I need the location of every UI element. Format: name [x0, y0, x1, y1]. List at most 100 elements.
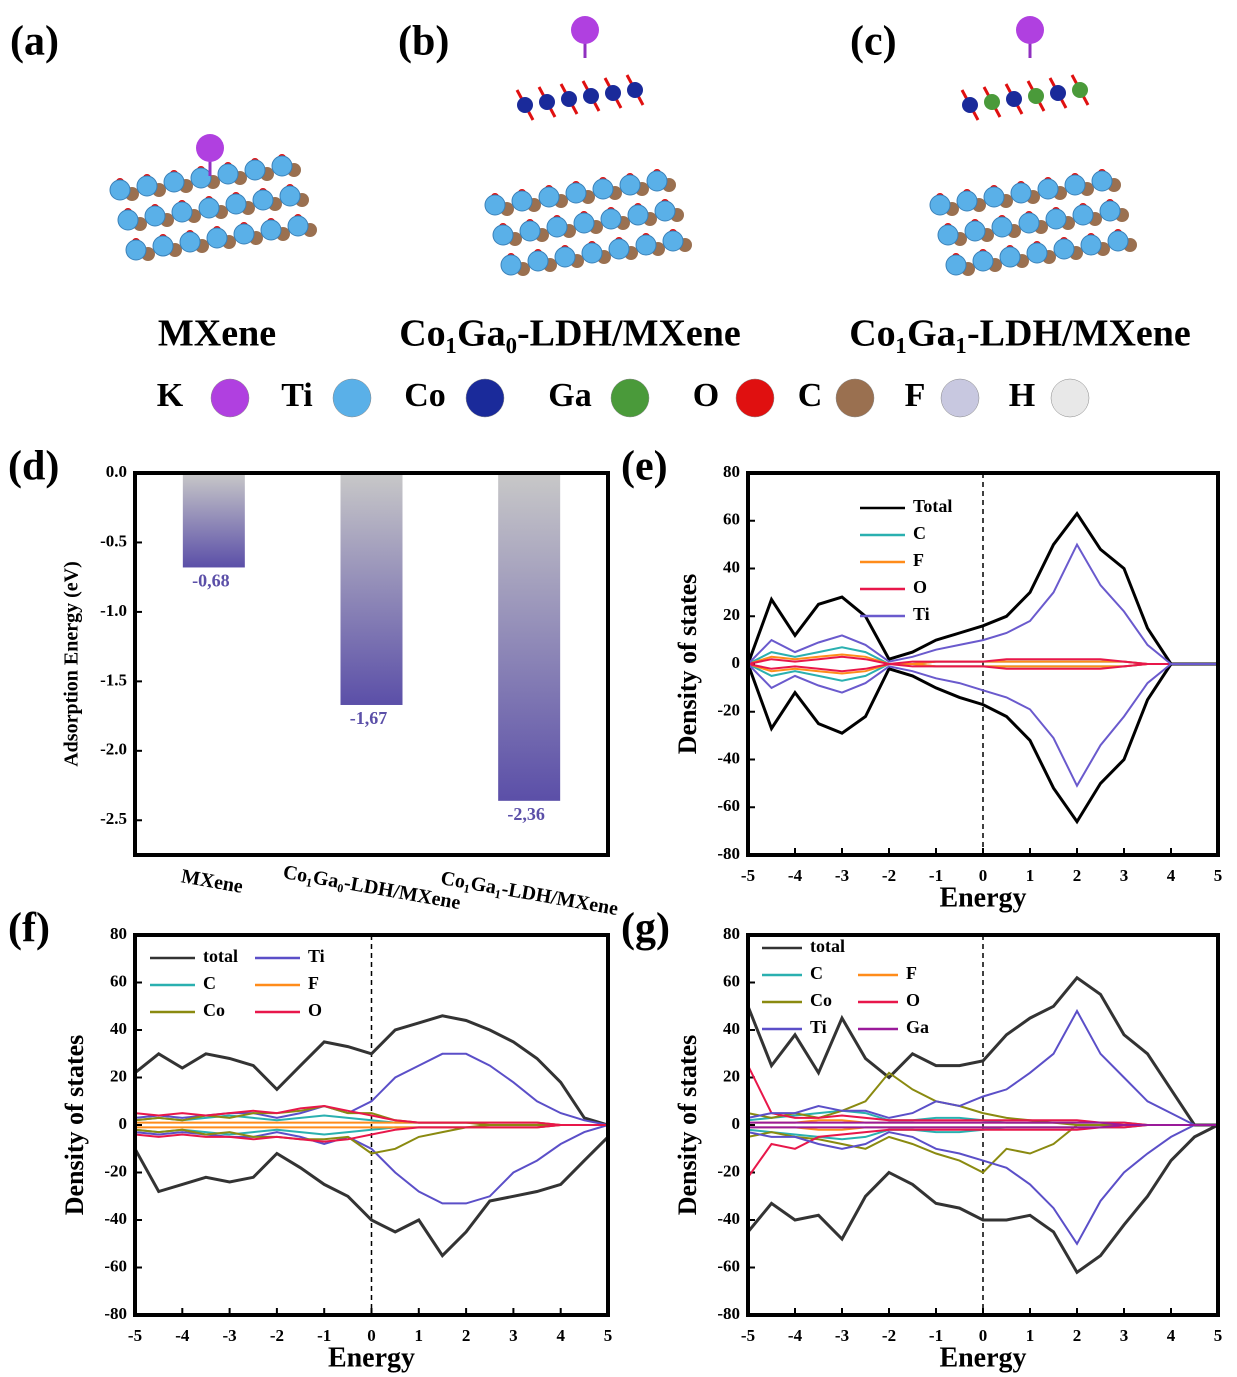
- y-tick-label: -80: [717, 1304, 740, 1323]
- x-tick-label: -5: [128, 1326, 142, 1345]
- plot-frame: [746, 471, 1220, 857]
- panel-label: (a): [10, 19, 59, 65]
- y-tick-label: 80: [110, 924, 127, 943]
- atom: [260, 219, 282, 241]
- x-tick-label: -4: [175, 1326, 190, 1345]
- y-tick-label: -2.5: [100, 809, 127, 828]
- legend-label: O: [906, 990, 920, 1010]
- y-tick-label: -20: [104, 1161, 127, 1180]
- x-tick-label: -4: [788, 1326, 803, 1345]
- atom: [1050, 85, 1066, 101]
- atom: [144, 205, 166, 227]
- atom: [937, 224, 959, 246]
- atom: [999, 246, 1021, 268]
- atom: [592, 178, 614, 200]
- x-tick-label: Co₁Ga₁-LDH/MXene: [439, 867, 620, 920]
- legend-label: F: [308, 973, 319, 993]
- legend-label: O: [308, 1000, 322, 1020]
- x-tick-label: -5: [741, 1326, 755, 1345]
- atom-swatch: [332, 378, 372, 418]
- atom: [179, 231, 201, 253]
- dos-line: [746, 975, 1218, 1127]
- y-tick-label: 60: [723, 971, 740, 990]
- atom: [962, 97, 978, 113]
- atom: [573, 212, 595, 234]
- atom: [1080, 234, 1102, 256]
- y-tick-label: -1.0: [100, 601, 127, 620]
- x-tick-label: -1: [929, 1326, 943, 1345]
- atom: [1037, 178, 1059, 200]
- atom: [217, 163, 239, 185]
- legend-label: C: [203, 973, 216, 993]
- dos-line: [134, 1124, 609, 1205]
- legend-label: C: [913, 523, 926, 543]
- x-tick-label: 2: [1073, 1326, 1082, 1345]
- atom: [945, 254, 967, 276]
- atom-swatch: [210, 378, 250, 418]
- atom-symbol: Co: [404, 377, 446, 414]
- y-tick-label: -0.5: [100, 531, 127, 550]
- atom: [627, 204, 649, 226]
- dos-line: [747, 663, 1218, 788]
- x-tick-label: -2: [882, 866, 896, 885]
- y-tick-label: 80: [723, 462, 740, 481]
- atom: [1064, 174, 1086, 196]
- y-axis-title: Density of states: [673, 574, 702, 755]
- y-tick-label: -40: [717, 748, 740, 767]
- y-axis-title: Adsorption Energy (eV): [61, 561, 83, 767]
- y-tick-label: 40: [723, 1019, 740, 1038]
- dos-line: [134, 1104, 608, 1126]
- atom: [492, 224, 514, 246]
- atom: [1099, 200, 1121, 222]
- x-tick-label: 4: [1167, 1326, 1176, 1345]
- atom: [571, 16, 599, 44]
- y-tick-label: 0: [732, 653, 741, 672]
- bar: [340, 473, 403, 705]
- dos-line: [747, 1124, 1218, 1174]
- legend-label: Co: [203, 1000, 225, 1020]
- y-tick-label: 40: [110, 1019, 127, 1038]
- atom: [225, 193, 247, 215]
- legend-label: F: [906, 963, 917, 983]
- legend-label: Ga: [906, 1017, 929, 1037]
- y-tick-label: -40: [104, 1209, 127, 1228]
- x-tick-label: -3: [223, 1326, 237, 1345]
- atom: [608, 238, 630, 260]
- legend-label: F: [913, 550, 924, 570]
- atom: [554, 246, 576, 268]
- atom: [646, 170, 668, 192]
- legend-label: total: [810, 936, 845, 956]
- atom: [565, 182, 587, 204]
- atom: [1016, 16, 1044, 44]
- y-tick-label: 0: [119, 1114, 128, 1133]
- atom-swatch: [465, 378, 505, 418]
- dos-line: [748, 1124, 1218, 1129]
- y-tick-label: -60: [717, 796, 740, 815]
- atom: [171, 201, 193, 223]
- atom: [244, 159, 266, 181]
- atom: [1072, 82, 1088, 98]
- atom: [581, 242, 603, 264]
- value-label: -0,68: [192, 571, 230, 591]
- x-tick-label: 3: [509, 1326, 518, 1345]
- atom-symbol: Ga: [548, 377, 591, 414]
- atom: [546, 216, 568, 238]
- atom-swatch: [835, 378, 875, 418]
- dos-line: [746, 662, 1218, 825]
- atom-symbol: C: [798, 377, 823, 414]
- structure-name: Co₁Ga₁-LDH/MXene: [849, 313, 1191, 355]
- x-tick-label: -2: [882, 1326, 896, 1345]
- panel-label: (f): [8, 906, 50, 952]
- value-label: -2,36: [507, 804, 545, 824]
- x-axis-title: Energy: [939, 1342, 1026, 1373]
- atom: [233, 223, 255, 245]
- legend-label: Ti: [810, 1017, 827, 1037]
- dos-line: [747, 1124, 1218, 1246]
- x-tick-label: 3: [1120, 866, 1129, 885]
- y-tick-label: 80: [723, 924, 740, 943]
- panel-label: (b): [398, 19, 449, 65]
- atom: [527, 250, 549, 272]
- atom: [983, 186, 1005, 208]
- atom: [539, 94, 555, 110]
